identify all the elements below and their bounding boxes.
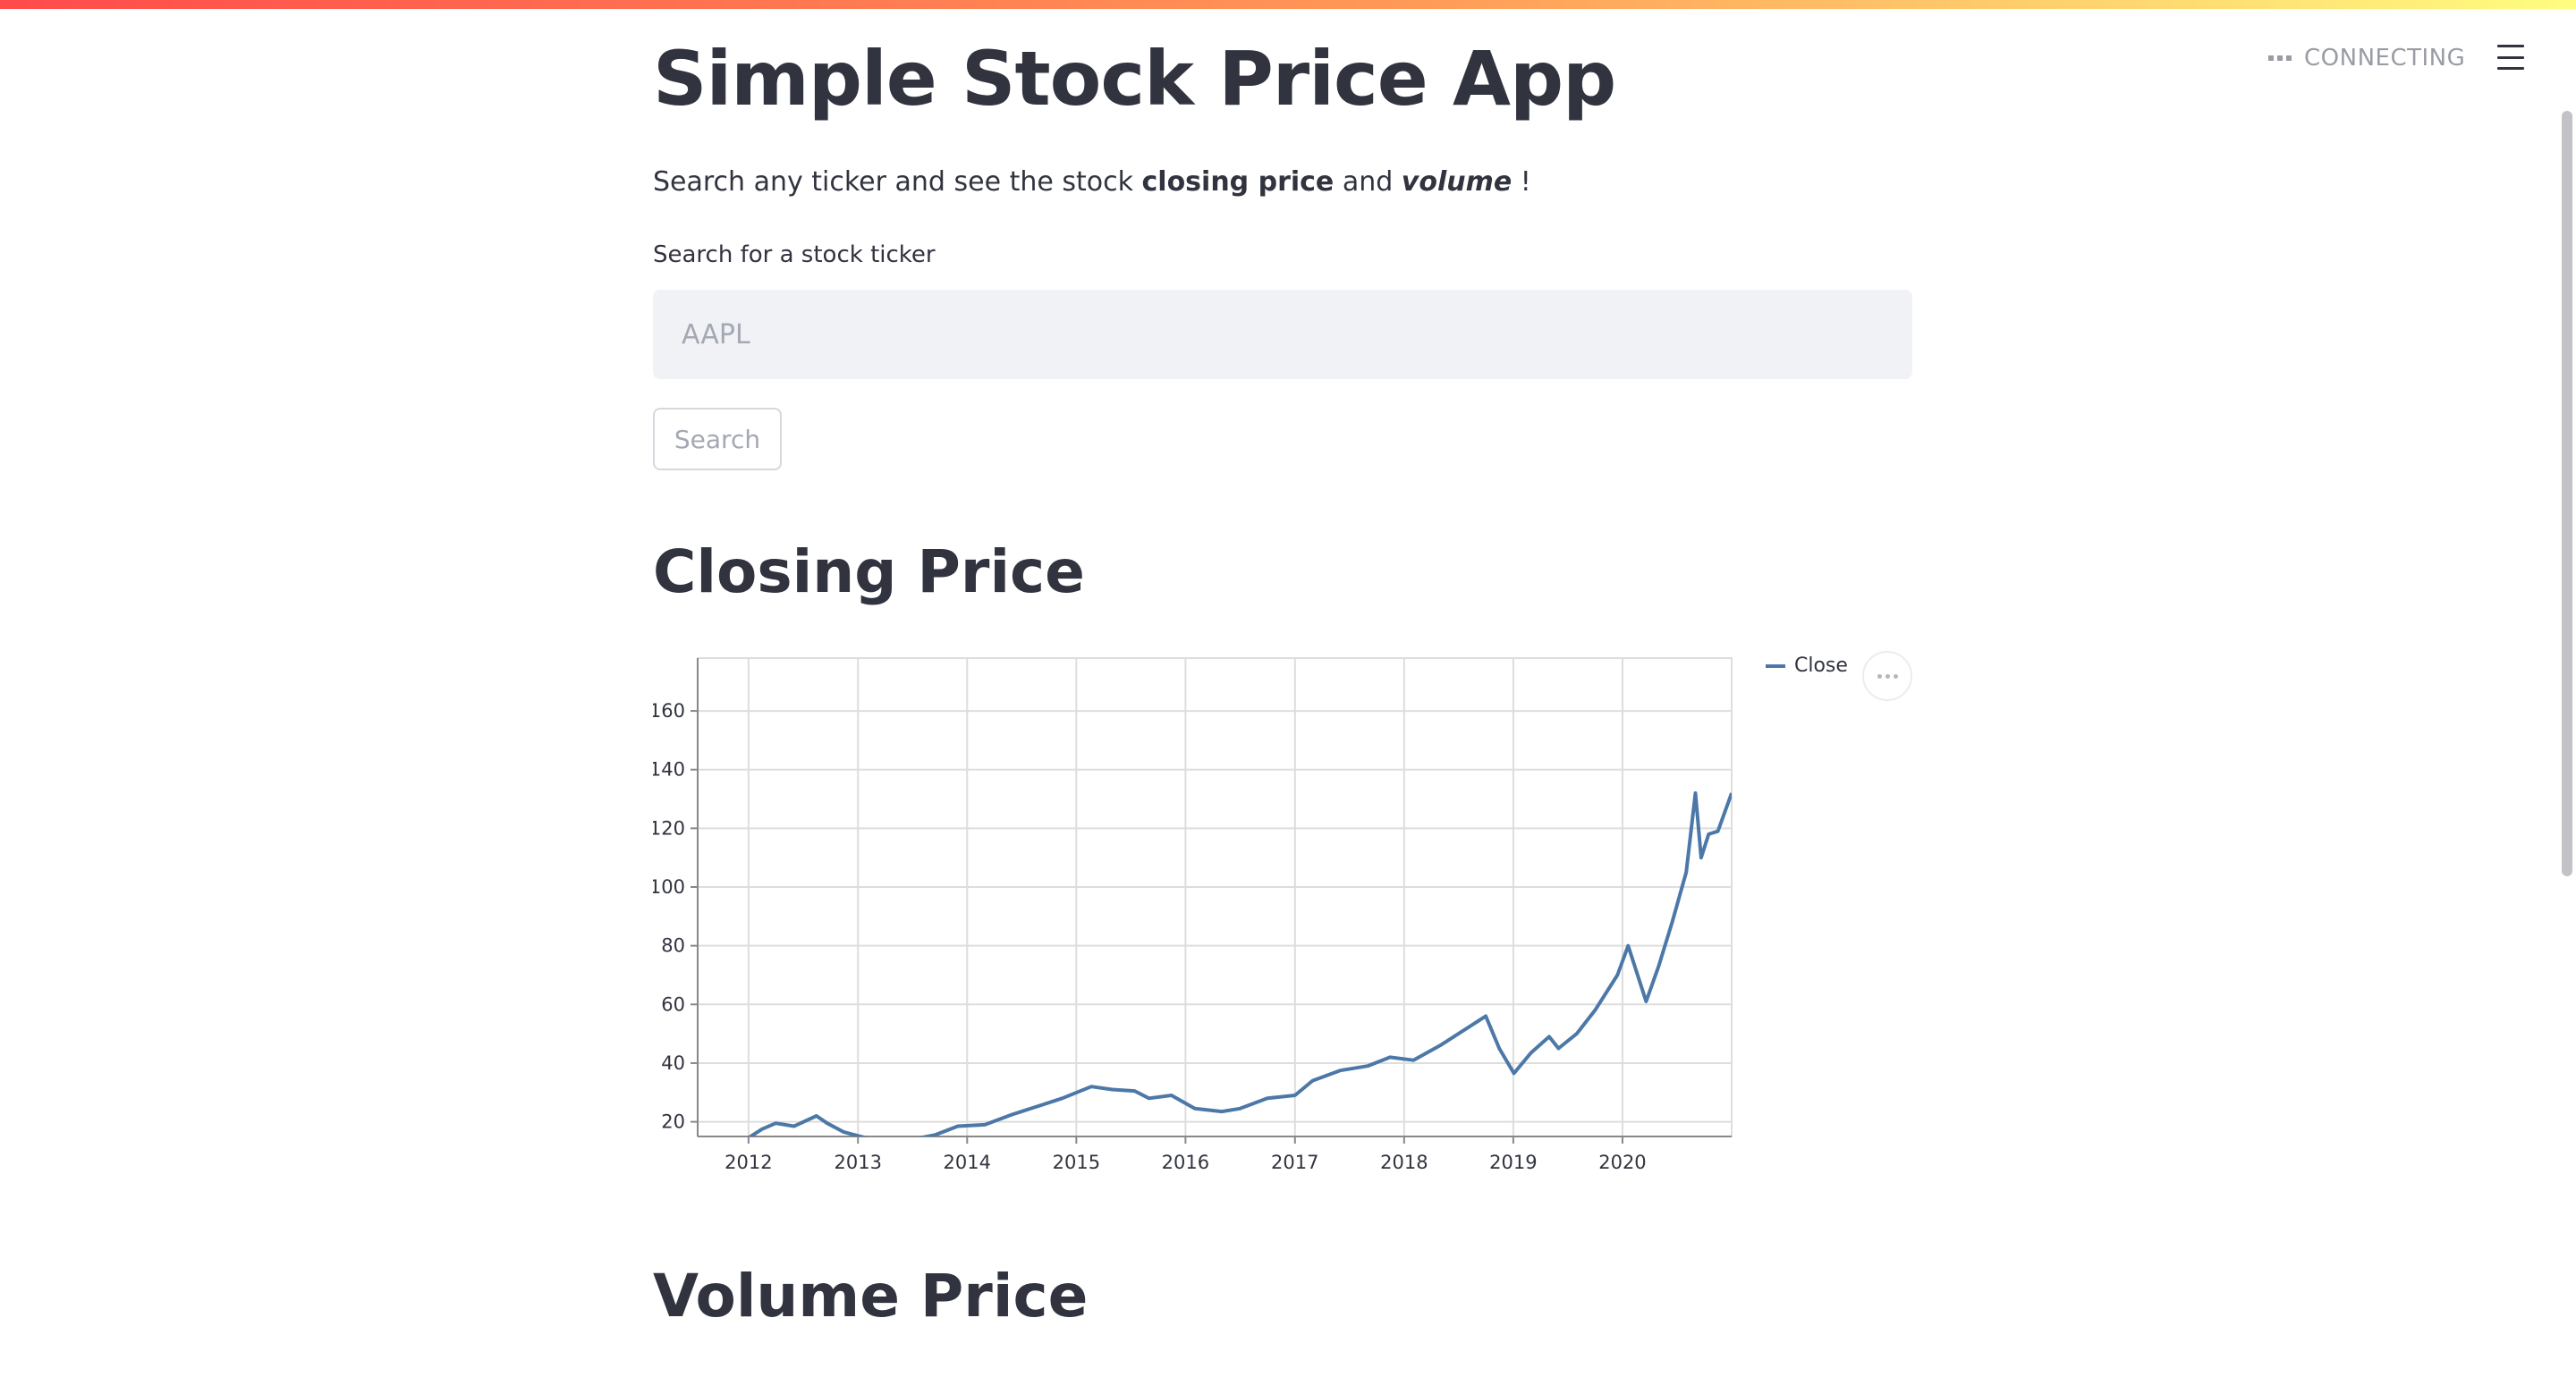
x-tick-label: 2020	[1598, 1152, 1646, 1173]
hamburger-menu-icon[interactable]	[2497, 45, 2524, 70]
intro-bold-closing-price: closing price	[1141, 166, 1335, 198]
status-dots-icon	[2268, 55, 2292, 61]
intro-middle: and	[1334, 166, 1402, 198]
chart-svg: 2012 2013 2014 2015 2016 2017 2018 2019 20202040…	[653, 657, 1733, 1173]
connection-status-text: CONNECTING	[2304, 45, 2466, 72]
chart-legend: Close	[1766, 655, 1848, 677]
y-tick-label: 140	[653, 759, 685, 781]
chart-menu-button[interactable]	[1862, 651, 1912, 701]
x-tick-label: 2014	[944, 1152, 991, 1173]
ticker-input-label: Search for a stock ticker	[653, 241, 936, 268]
scrollbar[interactable]	[2562, 111, 2572, 876]
closing-price-chart: 2012 2013 2014 2015 2016 2017 2018 2019 2020 20 40…	[653, 651, 1912, 1187]
intro-text: Search any ticker and see the stock clos…	[653, 165, 1531, 200]
intro-suffix: !	[1512, 166, 1531, 198]
page-title: Simple Stock Price App	[653, 35, 1616, 122]
y-tick-label: 80	[661, 935, 685, 957]
x-tick-label: 2017	[1271, 1152, 1318, 1173]
legend-swatch-close	[1766, 663, 1785, 668]
x-tick-label: 2016	[1162, 1152, 1209, 1173]
volume-price-heading: Volume Price	[653, 1262, 1089, 1331]
y-tick-label: 160	[653, 700, 685, 722]
y-tick-label: 60	[661, 993, 685, 1015]
search-button[interactable]: Search	[653, 408, 782, 470]
y-tick-label: 100	[653, 876, 685, 898]
x-tick-label: 2019	[1489, 1152, 1537, 1173]
y-tick-label: 40	[661, 1052, 685, 1074]
closing-price-heading: Closing Price	[653, 537, 1085, 606]
legend-label-close: Close	[1794, 655, 1848, 677]
x-tick-label: 2018	[1380, 1152, 1428, 1173]
x-tick-label: 2015	[1053, 1152, 1100, 1173]
x-tick-label: 2013	[835, 1152, 882, 1173]
y-tick-label: 120	[653, 817, 685, 839]
ellipsis-icon	[1877, 673, 1882, 679]
x-tick-label: 2012	[724, 1152, 772, 1173]
intro-prefix: Search any ticker and see the stock	[653, 166, 1142, 198]
connection-status: CONNECTING	[2268, 45, 2465, 72]
plot-frame	[697, 657, 1733, 1137]
ticker-search-input[interactable]	[653, 290, 1912, 379]
top-decoration-bar	[0, 0, 2576, 9]
intro-italic-volume: volume	[1401, 166, 1513, 198]
y-tick-label: 20	[661, 1111, 685, 1133]
series-line-close	[747, 791, 1732, 1136]
